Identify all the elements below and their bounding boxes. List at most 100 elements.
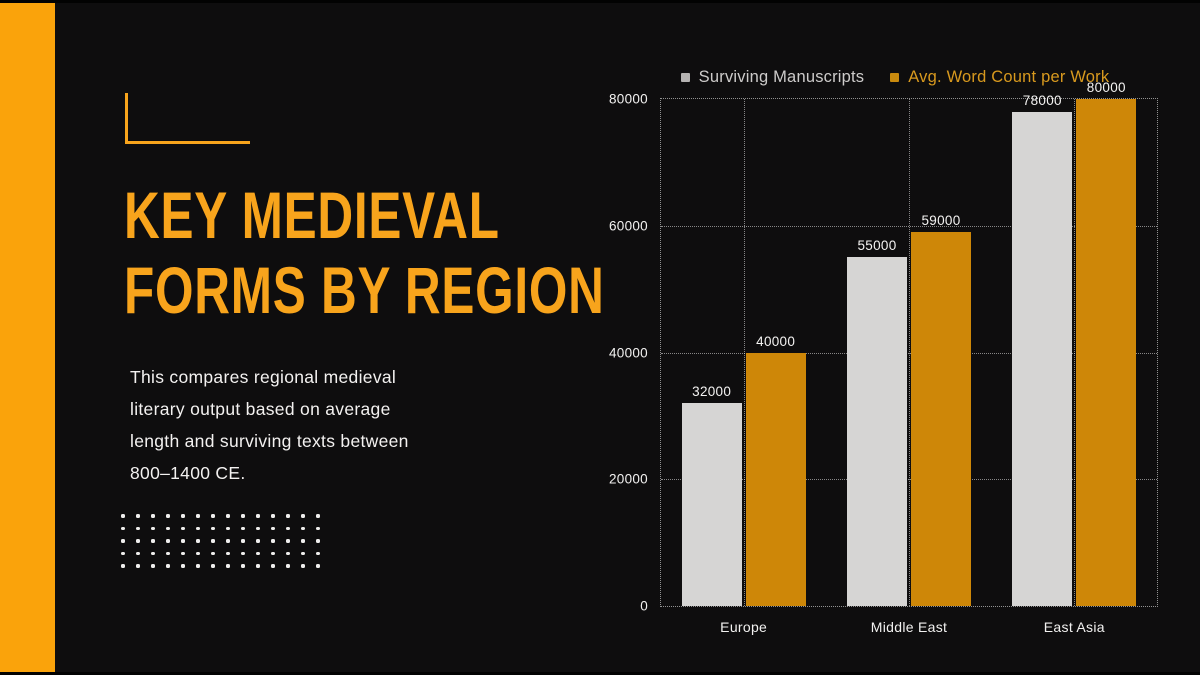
decor-dot [286,539,290,543]
bar-manuscripts-middle-east [847,257,907,606]
decor-dot [181,514,185,518]
legend-marker-square-gray-icon [680,72,690,82]
decor-dot [286,551,290,555]
bar-manuscripts-europe [681,403,742,606]
decor-dot [301,564,305,568]
decor-dot [316,526,320,530]
bar-wordcount-east-asia [1076,99,1137,606]
decor-dot [151,564,155,568]
description-line-4: 800–1400 CE. [130,463,246,483]
decor-dot [166,539,170,543]
decor-dot [211,564,215,568]
bar-value-label: 78000 [1022,92,1062,108]
gridline-vertical [1074,99,1076,606]
legend-label-surviving-manuscripts: Surviving Manuscripts [698,67,865,86]
bar-value-label: 40000 [756,333,796,349]
decor-dot [241,564,245,568]
y-axis-tick-label: 40000 [608,345,648,360]
bar-wordcount-europe [745,352,806,606]
decor-dot [316,551,320,555]
decor-dot [256,539,260,543]
description-line-3: length and surviving texts between [130,431,409,451]
decor-dot [226,564,230,568]
decor-dot [271,514,275,518]
decor-dot [301,539,305,543]
decor-dot [241,539,245,543]
decor-dot [271,539,275,543]
left-accent-bar [0,3,55,672]
decor-dot [196,551,200,555]
decor-dot [166,526,170,530]
dot-grid-decoration [121,514,331,577]
x-axis-category-label: East Asia [1043,619,1105,635]
slide-background: KEY MEDIEVAL FORMS BY REGION This compar… [0,3,1200,672]
decor-dot [151,551,155,555]
decor-dot [211,526,215,530]
decor-dot [286,514,290,518]
decor-dot [166,551,170,555]
bar-value-label: 32000 [692,384,732,400]
decor-dot [211,539,215,543]
legend-item-avg-word-count: Avg. Word Count per Work [890,68,1109,87]
slide-title: KEY MEDIEVAL FORMS BY REGION [124,178,765,328]
bar-manuscripts-east-asia [1012,111,1073,606]
decor-dot [301,514,305,518]
decor-dot [151,539,155,543]
description-line-1: This compares regional medieval [130,367,397,387]
legend-label-avg-word-count: Avg. Word Count per Work [908,67,1110,86]
decor-dot [166,564,170,568]
gridline-vertical [743,99,745,606]
decor-dot [286,526,290,530]
x-axis-category-label: Middle East [870,619,948,635]
decor-dot [121,514,125,518]
decor-dot [211,551,215,555]
decor-dot [226,551,230,555]
decor-dot [241,551,245,555]
x-axis-category-label: Europe [720,619,768,635]
decor-dot [271,564,275,568]
decor-dot [151,514,155,518]
decor-dot [271,551,275,555]
description-line-2: literary output based on average [130,399,391,419]
bar-wordcount-middle-east [911,232,971,606]
decor-dot [256,526,260,530]
decor-dot [241,526,245,530]
decor-dot [256,551,260,555]
legend-item-surviving-manuscripts: Surviving Manuscripts [680,67,865,87]
decor-dot [196,564,200,568]
decor-dot [196,539,200,543]
decor-dot [196,514,200,518]
bar-value-label: 80000 [1086,80,1126,95]
decor-dot [166,514,170,518]
y-axis-tick-label: 0 [640,598,648,614]
gridline-vertical [909,99,910,606]
decor-dot [256,514,260,518]
slide-description: This compares regional medieval literary… [130,361,409,489]
decor-dot [316,539,320,543]
decor-dot [136,539,140,543]
decor-dot [181,564,185,568]
decor-dot [316,564,320,568]
decor-dot [121,564,125,568]
corner-bracket-decoration [125,93,250,144]
chart-plot: 0 20000 40000 60000 80000 Europe 32000 40000 Mid… [609,80,1158,635]
bar-value-label: 59000 [921,213,961,229]
decor-dot [121,551,125,555]
y-axis-tick-label: 20000 [608,471,648,487]
decor-dot [226,526,230,530]
slide-title-line-1: KEY MEDIEVAL [124,178,500,252]
y-axis-tick-label: 80000 [608,91,648,107]
chart-legend: Surviving Manuscripts Avg. Word Count pe… [630,65,1160,89]
decor-dot [121,526,125,530]
decor-dot [181,526,185,530]
decor-dot [316,514,320,518]
decor-dot [226,539,230,543]
decor-dot [286,564,290,568]
decor-dot [256,564,260,568]
decor-dot [196,526,200,530]
decor-dot [181,539,185,543]
decor-dot [226,514,230,518]
y-axis-tick-label: 60000 [608,218,648,234]
decor-dot [136,526,140,530]
decor-dot [121,539,125,543]
